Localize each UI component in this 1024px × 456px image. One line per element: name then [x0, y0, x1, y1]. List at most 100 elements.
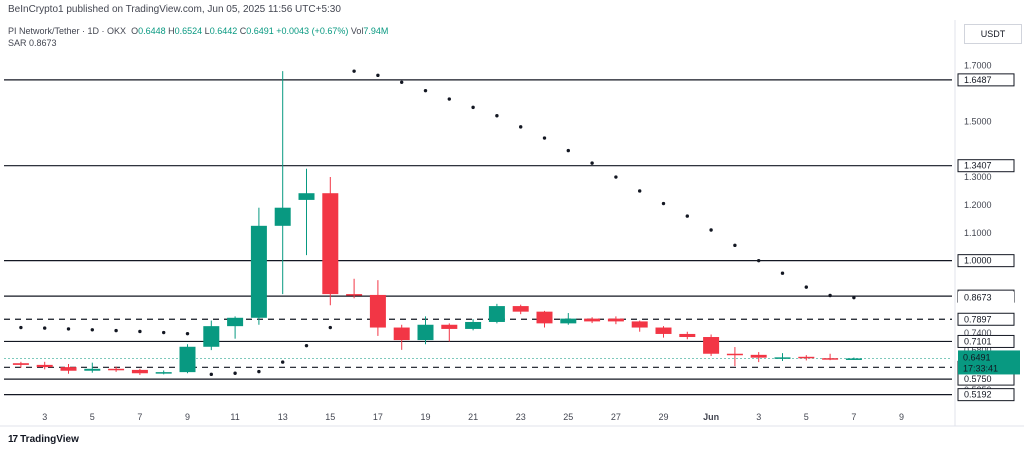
sar-dot — [733, 243, 737, 248]
candle-body[interactable] — [274, 207, 291, 226]
candle-body[interactable] — [60, 367, 77, 371]
candle-body[interactable] — [250, 225, 267, 318]
candle-body[interactable] — [12, 363, 29, 365]
sar-tag — [958, 291, 1014, 304]
open-label: O — [131, 26, 139, 36]
sar-indicator[interactable]: SAR 0.8673 — [8, 38, 57, 48]
level-label: 0.5750 — [964, 374, 992, 384]
level-tag — [957, 254, 1015, 268]
countdown-label: 17:33:41 — [963, 363, 998, 373]
candle-body[interactable] — [750, 354, 767, 358]
candle-body[interactable] — [322, 193, 339, 295]
level-label: 1.3407 — [964, 161, 992, 171]
level-label: 1.0000 — [964, 256, 992, 266]
level-label: 1.6487 — [964, 75, 992, 85]
currency-button[interactable]: USDT — [964, 24, 1022, 44]
current-price-tag — [958, 350, 1020, 375]
price-tick-label: 1.5000 — [964, 116, 992, 126]
volume-label: Vol — [350, 26, 364, 36]
candle-body[interactable] — [346, 294, 363, 296]
sar-dot — [709, 228, 713, 232]
high-label: H — [168, 26, 175, 36]
close-value: 0.6491 — [246, 26, 274, 36]
change-value: +0.0043 (+0.67%) — [276, 26, 349, 36]
date-tick-label: 17 — [373, 412, 383, 422]
low-label: L — [204, 26, 210, 36]
date-tick-label: 25 — [563, 412, 573, 422]
date-tick-label: 27 — [611, 412, 621, 422]
candle-body[interactable] — [36, 364, 53, 368]
sar-dot — [90, 328, 95, 332]
symbol-name: PI Network/Tether · 1D · OKX — [8, 26, 127, 36]
sar-dot — [185, 331, 190, 336]
sar-dot — [638, 189, 642, 193]
candle-body[interactable] — [679, 333, 696, 338]
sar-dot — [257, 369, 261, 374]
candle-body[interactable] — [560, 318, 577, 324]
sar-dot — [376, 73, 380, 78]
close-label: C — [239, 26, 247, 36]
candle-body[interactable] — [822, 358, 839, 360]
sar-dot — [542, 136, 547, 140]
date-tick-label: 3 — [756, 412, 761, 422]
candle-body[interactable] — [155, 372, 172, 374]
sar-label: SAR — [8, 38, 27, 48]
sar-dot — [400, 80, 404, 84]
sar-dot — [352, 69, 356, 73]
level-tag — [957, 388, 1015, 402]
candle-body[interactable] — [703, 337, 720, 354]
sar-dot — [495, 114, 499, 118]
candle-body[interactable] — [417, 324, 434, 341]
candle-body[interactable] — [774, 357, 791, 359]
price-tick-label: 1.2000 — [964, 200, 992, 210]
tradingview-brand[interactable]: 17 TradingView — [8, 434, 79, 445]
candle-body[interactable] — [631, 321, 648, 328]
candle-body[interactable] — [488, 306, 505, 322]
sar-dot — [519, 125, 523, 129]
candle-body[interactable] — [131, 369, 148, 374]
candle-body[interactable] — [536, 311, 553, 324]
sar-dot — [19, 325, 23, 330]
sar-dot — [590, 161, 594, 165]
price-tick-label: 1.1000 — [964, 228, 992, 238]
sar-dot — [780, 271, 785, 275]
level-tag — [957, 312, 1015, 326]
tradingview-label: TradingView — [20, 434, 79, 445]
date-tick-label: 19 — [420, 412, 430, 422]
candle-body[interactable] — [441, 324, 458, 329]
candle-body[interactable] — [108, 368, 125, 371]
date-tick-label: 7 — [851, 412, 856, 422]
sar-dot — [281, 360, 285, 364]
candle-body[interactable] — [798, 356, 815, 359]
candle-body[interactable] — [227, 317, 244, 327]
date-tick-label: 5 — [804, 412, 809, 422]
candle-body[interactable] — [465, 321, 482, 329]
candle-body[interactable] — [584, 318, 601, 322]
candle-body[interactable] — [369, 294, 386, 328]
candle-body[interactable] — [179, 346, 196, 373]
low-value: 0.6442 — [209, 26, 238, 36]
candle-body[interactable] — [84, 368, 101, 371]
level-label: 0.7101 — [964, 336, 992, 346]
candle-body[interactable] — [726, 353, 743, 356]
candle-body[interactable] — [203, 326, 220, 347]
sar-dot — [661, 201, 666, 206]
candle-body[interactable] — [607, 318, 624, 322]
date-tick-label: 9 — [185, 412, 190, 422]
candle-body[interactable] — [845, 358, 862, 360]
date-tick-label: 5 — [90, 412, 95, 422]
candle-body[interactable] — [393, 327, 410, 341]
sar-dot — [162, 330, 166, 335]
candle-body[interactable] — [512, 306, 529, 312]
sar-dot — [852, 295, 856, 300]
open-value: 0.6448 — [138, 26, 166, 36]
current-price-label: 0.6491 — [963, 352, 991, 362]
level-label: 0.5192 — [964, 390, 992, 400]
sar-dot — [328, 325, 332, 330]
candle-body[interactable] — [298, 193, 315, 200]
price-tick-label: 0.6800 — [964, 345, 992, 355]
sar-dot — [66, 327, 71, 331]
sar-dot — [757, 258, 761, 263]
candle-body[interactable] — [655, 327, 672, 334]
